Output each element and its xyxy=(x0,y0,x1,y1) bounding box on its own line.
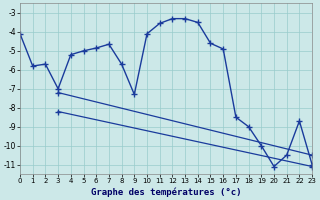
X-axis label: Graphe des températures (°c): Graphe des températures (°c) xyxy=(91,187,241,197)
